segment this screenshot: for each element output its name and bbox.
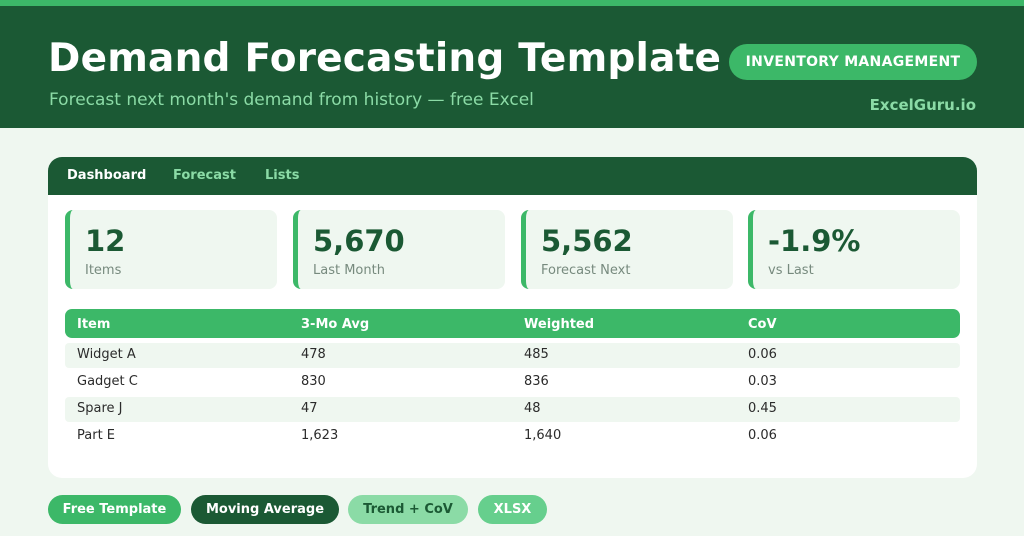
- table-row: Part E 1,623 1,640 0.06: [65, 424, 960, 449]
- cell-cov: 0.06: [748, 347, 777, 362]
- table-row: Spare J 47 48 0.45: [65, 397, 960, 422]
- brand-name: ExcelGuru.io: [869, 96, 976, 114]
- kpi-card-items: 12 Items: [65, 210, 277, 289]
- kpi-label: Items: [85, 263, 122, 278]
- kpi-label: vs Last: [768, 263, 814, 278]
- cell-3mo-avg: 830: [301, 374, 326, 389]
- kpi-value: 5,670: [313, 224, 405, 258]
- cell-cov: 0.06: [748, 428, 777, 443]
- kpi-card-forecast-next: 5,562 Forecast Next: [521, 210, 733, 289]
- cell-weighted: 485: [524, 347, 549, 362]
- kpi-value: 12: [85, 224, 126, 258]
- cell-3mo-avg: 47: [301, 401, 318, 416]
- tag-moving-average[interactable]: Moving Average: [191, 495, 339, 524]
- kpi-label: Last Month: [313, 263, 385, 278]
- column-header-item: Item: [77, 317, 111, 332]
- tag-free-template[interactable]: Free Template: [48, 495, 181, 524]
- table-row: Widget A 478 485 0.06: [65, 343, 960, 368]
- tab-dashboard[interactable]: Dashboard: [67, 168, 147, 183]
- cell-weighted: 48: [524, 401, 541, 416]
- tab-lists[interactable]: Lists: [265, 168, 300, 183]
- kpi-value: -1.9%: [768, 224, 861, 258]
- tag-trend-cov[interactable]: Trend + CoV: [348, 495, 468, 524]
- column-header-cov: CoV: [748, 317, 777, 332]
- kpi-label: Forecast Next: [541, 263, 631, 278]
- tab-forecast[interactable]: Forecast: [173, 168, 236, 183]
- kpi-value: 5,562: [541, 224, 633, 258]
- table-header: Item 3-Mo Avg Weighted CoV: [65, 309, 960, 338]
- cell-item: Spare J: [77, 401, 123, 416]
- kpi-card-last-month: 5,670 Last Month: [293, 210, 505, 289]
- column-header-weighted: Weighted: [524, 317, 595, 332]
- cell-3mo-avg: 478: [301, 347, 326, 362]
- cell-cov: 0.03: [748, 374, 777, 389]
- page-subtitle: Forecast next month's demand from histor…: [49, 90, 534, 110]
- cell-item: Widget A: [77, 347, 136, 362]
- dashboard-card: Dashboard Forecast Lists 12 Items 5,670 …: [48, 157, 977, 478]
- category-badge: INVENTORY MANAGEMENT: [729, 44, 977, 80]
- table-row: Gadget C 830 836 0.03: [65, 370, 960, 395]
- top-accent-strip: [0, 0, 1024, 6]
- column-header-3mo-avg: 3-Mo Avg: [301, 317, 370, 332]
- cell-3mo-avg: 1,623: [301, 428, 339, 443]
- sheet-tabs: Dashboard Forecast Lists: [48, 157, 977, 195]
- cell-weighted: 1,640: [524, 428, 562, 443]
- cell-weighted: 836: [524, 374, 549, 389]
- tag-xlsx[interactable]: XLSX: [478, 495, 547, 524]
- cell-item: Part E: [77, 428, 116, 443]
- header-banner: Demand Forecasting Template Forecast nex…: [0, 6, 1024, 128]
- cell-cov: 0.45: [748, 401, 777, 416]
- kpi-card-vs-last: -1.9% vs Last: [748, 210, 960, 289]
- cell-item: Gadget C: [77, 374, 138, 389]
- page-title: Demand Forecasting Template: [48, 36, 722, 81]
